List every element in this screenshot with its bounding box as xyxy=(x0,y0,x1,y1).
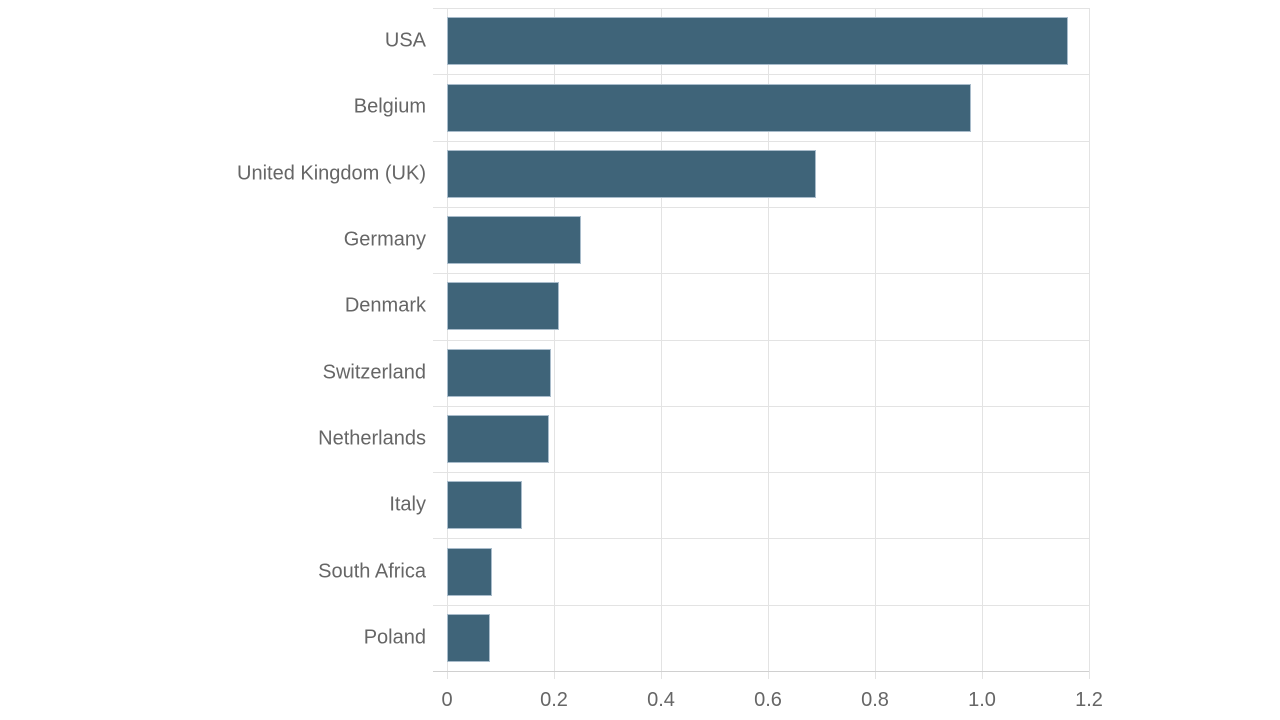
bar-netherlands[interactable] xyxy=(447,415,549,463)
y-gridline xyxy=(433,406,1089,407)
category-label: Denmark xyxy=(344,294,426,317)
x-axis-line xyxy=(433,671,1089,672)
bar-denmark[interactable] xyxy=(447,282,559,330)
x-tick-label: 0.4 xyxy=(647,689,675,711)
x-gridline xyxy=(554,8,555,679)
y-gridline xyxy=(433,141,1089,142)
x-tick-label: 1.2 xyxy=(1075,689,1103,711)
bar-united-kingdom-uk[interactable] xyxy=(447,150,816,198)
category-label: USA xyxy=(384,29,426,52)
y-gridline xyxy=(433,472,1089,473)
x-gridline xyxy=(768,8,769,679)
x-tick-label: 0.2 xyxy=(540,689,568,711)
x-tick-label: 0.6 xyxy=(754,689,782,711)
y-gridline xyxy=(433,74,1089,75)
y-gridline xyxy=(433,273,1089,274)
x-tick-label: 0.8 xyxy=(861,689,889,711)
x-tick-label: 1.0 xyxy=(968,689,996,711)
y-gridline xyxy=(433,538,1089,539)
bar-italy[interactable] xyxy=(447,481,522,529)
x-gridline xyxy=(875,8,876,679)
category-label: Poland xyxy=(363,626,426,649)
bar-switzerland[interactable] xyxy=(447,349,551,397)
category-label: Switzerland xyxy=(322,361,426,384)
x-gridline xyxy=(1089,8,1090,679)
bar-poland[interactable] xyxy=(447,614,490,662)
bar-south-africa[interactable] xyxy=(447,548,492,596)
y-gridline xyxy=(433,207,1089,208)
y-gridline xyxy=(433,605,1089,606)
category-label: Netherlands xyxy=(318,427,426,450)
category-label: Italy xyxy=(389,493,426,516)
y-gridline xyxy=(433,340,1089,341)
x-gridline xyxy=(661,8,662,679)
x-tick-label: 0 xyxy=(441,689,453,711)
bar-usa[interactable] xyxy=(447,17,1068,65)
category-label: Belgium xyxy=(353,95,426,118)
y-gridline xyxy=(433,8,1089,9)
x-gridline xyxy=(982,8,983,679)
category-label: United Kingdom (UK) xyxy=(237,162,426,185)
category-label: Germany xyxy=(343,228,426,251)
bar-belgium[interactable] xyxy=(447,84,971,132)
category-label: South Africa xyxy=(318,560,426,583)
bar-germany[interactable] xyxy=(447,216,581,264)
x-gridline xyxy=(447,8,448,679)
